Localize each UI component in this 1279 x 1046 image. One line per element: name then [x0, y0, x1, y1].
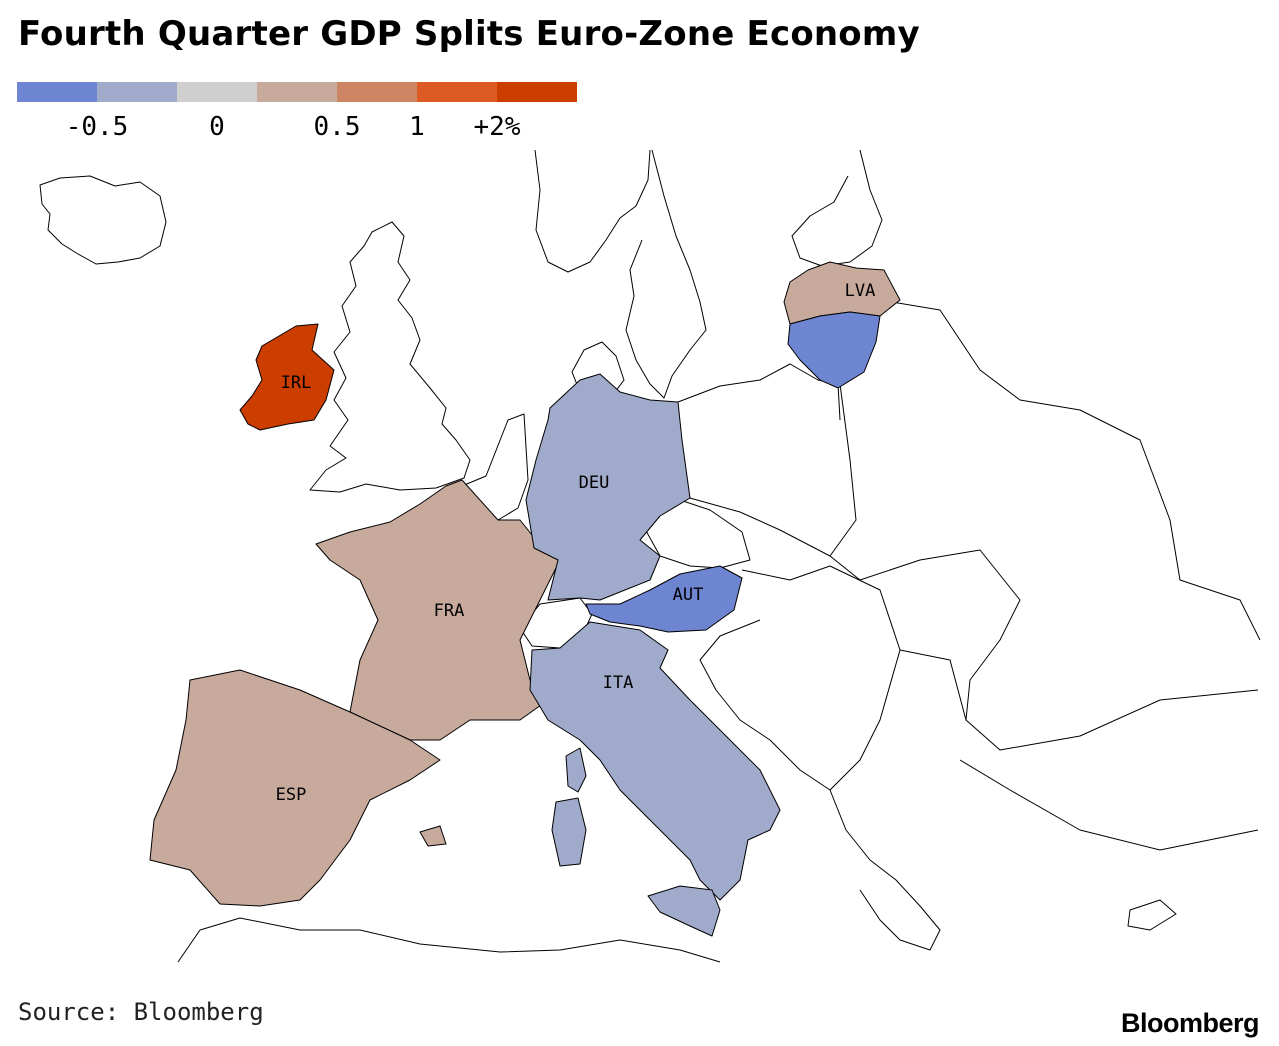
balearic-outline	[419, 825, 447, 847]
legend-tick-label: +2%	[473, 112, 521, 142]
country-ireland[interactable]	[239, 323, 335, 431]
scandinavia-outline	[534, 149, 651, 273]
country-spain[interactable]	[149, 669, 441, 907]
country-latvia[interactable]	[783, 261, 901, 325]
legend-swatch-1	[17, 82, 97, 102]
legend-swatch-4	[257, 82, 337, 102]
source-note: Source: Bloomberg	[18, 998, 264, 1026]
corsica-outline	[565, 747, 587, 793]
legend-swatch-7	[497, 82, 577, 102]
legend-tick-label: 0	[209, 112, 225, 142]
country-label-lva: LVA	[845, 281, 876, 301]
europe-map: IRL FRA ESP LVA DEU ITA AUT	[39, 149, 1261, 963]
sweden-outline	[625, 149, 707, 399]
legend-tick-label: 1	[409, 112, 425, 142]
turkey-coast	[959, 759, 1259, 851]
bloomberg-logo: Bloomberg	[1120, 1008, 1260, 1038]
cyprus-outline	[1127, 899, 1177, 931]
country-italy[interactable]	[529, 621, 781, 901]
legend-tick-label: 0.5	[313, 112, 361, 142]
iceland-outline	[39, 175, 167, 265]
legend-swatch-6	[417, 82, 497, 102]
country-germany[interactable]	[525, 373, 691, 601]
eastern-europe-borders	[829, 383, 1259, 751]
sardinia-outline	[551, 797, 587, 867]
country-label-aut: AUT	[673, 585, 704, 605]
country-france[interactable]	[315, 479, 561, 741]
legend-swatch-2	[97, 82, 177, 102]
czech-outline	[639, 499, 751, 569]
country-label-deu: DEU	[579, 473, 610, 493]
eastern-europe-borders	[689, 497, 831, 557]
legend-tick-label: -0.5	[65, 112, 129, 142]
eastern-europe-borders	[899, 649, 967, 721]
balkans-coast	[829, 789, 941, 951]
map-title: Fourth Quarter GDP Splits Euro-Zone Econ…	[18, 14, 920, 54]
country-label-fra: FRA	[434, 601, 465, 621]
country-label-irl: IRL	[281, 373, 312, 393]
country-label-esp: ESP	[276, 785, 307, 805]
great-britain-outline	[309, 221, 471, 493]
legend-swatch-3	[177, 82, 257, 102]
color-scale-legend	[17, 82, 577, 102]
country-label-ita: ITA	[603, 673, 634, 693]
country-lithuania[interactable]	[787, 311, 881, 389]
eastern-europe-borders	[839, 299, 1261, 641]
legend-swatch-5	[337, 82, 417, 102]
country-austria[interactable]	[585, 565, 743, 633]
island-sicily[interactable]	[647, 885, 721, 937]
north-africa-coast	[177, 917, 721, 963]
finland-outline	[791, 149, 883, 267]
